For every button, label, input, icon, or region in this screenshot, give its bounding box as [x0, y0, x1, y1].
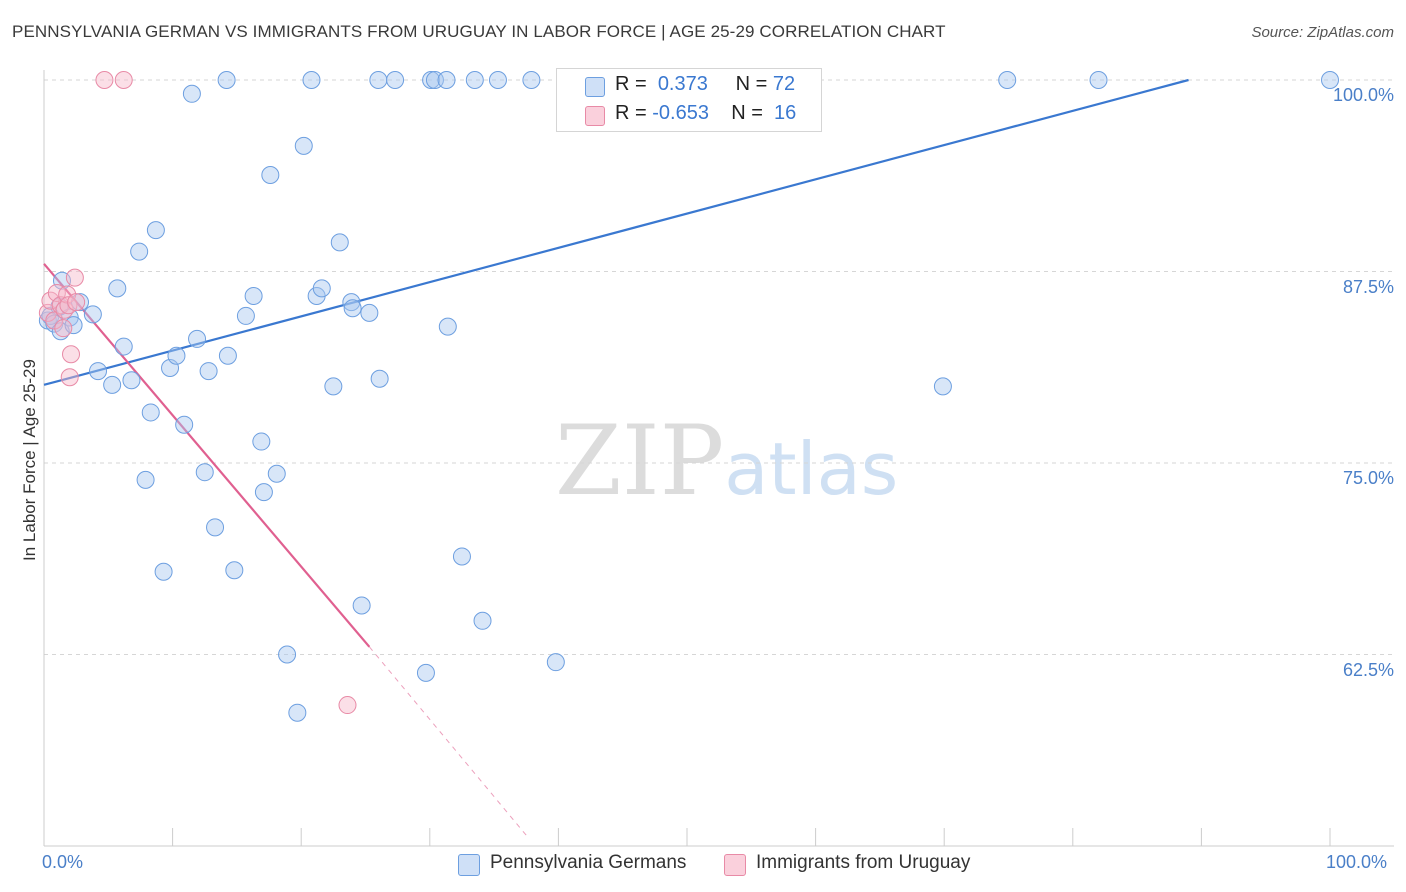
point-pennsylvania-germans: [195, 463, 214, 482]
chart-title: PENNSYLVANIA GERMAN VS IMMIGRANTS FROM U…: [12, 22, 946, 41]
legend-stats-text: R = -0.653 N = 16: [615, 102, 797, 124]
point-pennsylvania-germans: [546, 653, 565, 672]
point-pennsylvania-germans: [206, 518, 225, 537]
point-pennsylvania-germans: [236, 306, 255, 325]
point-pennsylvania-germans: [465, 71, 484, 89]
point-pennsylvania-germans: [278, 645, 297, 664]
y-tick-label: 62.5%: [1342, 659, 1394, 680]
point-immigrants-uruguay: [338, 696, 357, 715]
point-pennsylvania-germans: [452, 547, 471, 566]
point-pennsylvania-germans: [141, 403, 160, 422]
point-immigrants-uruguay: [54, 319, 73, 338]
point-pennsylvania-germans: [218, 346, 237, 365]
point-pennsylvania-germans: [267, 464, 286, 483]
point-pennsylvania-germans: [342, 293, 361, 312]
point-pennsylvania-germans: [437, 71, 456, 89]
point-immigrants-uruguay: [67, 293, 86, 312]
point-pennsylvania-germans: [360, 303, 379, 322]
y-tick-label: 75.0%: [1342, 468, 1394, 488]
legend-label: Immigrants from Uruguay: [756, 852, 971, 873]
point-pennsylvania-germans: [386, 71, 405, 89]
legend-swatch-blue: [458, 854, 480, 876]
point-pennsylvania-germans: [294, 136, 313, 155]
point-pennsylvania-germans: [225, 561, 244, 580]
point-pennsylvania-germans: [188, 329, 207, 348]
point-pennsylvania-germans: [146, 221, 165, 240]
point-pennsylvania-germans: [89, 362, 108, 381]
point-immigrants-uruguay: [95, 71, 114, 89]
watermark-zip: ZIP: [555, 405, 725, 517]
stats-legend: R = 0.373 N = 72 R = -0.653 N = 16: [556, 68, 822, 132]
point-pennsylvania-germans: [522, 71, 541, 89]
point-pennsylvania-germans: [108, 279, 127, 298]
point-immigrants-uruguay: [65, 268, 84, 287]
point-pennsylvania-germans: [261, 165, 280, 184]
point-pennsylvania-germans: [130, 242, 149, 261]
point-pennsylvania-germans: [416, 663, 435, 682]
point-pennsylvania-germans: [64, 316, 83, 335]
watermark: ZIPatlas: [555, 405, 898, 517]
point-pennsylvania-germans: [252, 432, 271, 451]
trend-lines: [43, 78, 1189, 839]
point-pennsylvania-germans: [473, 611, 492, 630]
y-axis-label: In Labor Force | Age 25-29: [20, 359, 39, 561]
point-pennsylvania-germans: [1089, 71, 1108, 89]
legend-stats-text: R = 0.373 N = 72: [615, 73, 796, 95]
gridlines: [44, 79, 1394, 655]
point-immigrants-uruguay: [62, 345, 81, 364]
point-pennsylvania-germans: [217, 71, 236, 89]
trend-line-pink-extension: [368, 646, 530, 839]
point-pennsylvania-germans: [167, 346, 186, 365]
series-legend: Pennsylvania Germans Immigrants from Uru…: [0, 852, 1406, 878]
x-tick-label-min: 0.0%: [42, 852, 84, 872]
point-immigrants-uruguay: [114, 71, 133, 89]
legend-swatch-pink: [724, 854, 746, 876]
point-pennsylvania-germans: [438, 317, 457, 336]
point-pennsylvania-germans: [422, 71, 441, 89]
legend-label: Pennsylvania Germans: [490, 852, 687, 873]
point-pennsylvania-germans: [330, 233, 349, 252]
point-pennsylvania-germans: [324, 377, 343, 396]
point-pennsylvania-germans: [352, 596, 371, 615]
point-pennsylvania-germans: [83, 305, 102, 324]
point-pennsylvania-germans: [933, 377, 952, 396]
point-pennsylvania-germans: [154, 562, 173, 581]
point-pennsylvania-germans: [302, 71, 321, 89]
point-pennsylvania-germans: [370, 369, 389, 388]
point-pennsylvania-germans: [998, 71, 1017, 89]
point-pennsylvania-germans: [122, 371, 141, 390]
x-tick-label-max: 100.0%: [1326, 852, 1388, 872]
chart-source: Source: ZipAtlas.com: [1251, 24, 1394, 41]
data-points: [38, 71, 1339, 722]
watermark-atlas: atlas: [724, 427, 899, 511]
point-pennsylvania-germans: [343, 299, 362, 318]
point-pennsylvania-germans: [488, 71, 507, 89]
point-pennsylvania-germans: [254, 483, 273, 502]
y-tick-label: 87.5%: [1342, 276, 1394, 297]
axes: [43, 70, 1394, 847]
point-pennsylvania-germans: [175, 415, 194, 434]
point-pennsylvania-germans: [136, 470, 155, 489]
point-immigrants-uruguay: [41, 291, 60, 310]
point-pennsylvania-germans: [199, 362, 218, 381]
point-pennsylvania-germans: [312, 279, 331, 298]
point-pennsylvania-germans: [114, 337, 133, 356]
point-pennsylvania-germans: [244, 287, 263, 306]
point-pennsylvania-germans: [288, 703, 307, 722]
point-pennsylvania-germans: [369, 71, 388, 89]
trend-line-blue: [43, 78, 1189, 386]
point-pennsylvania-germans: [182, 84, 201, 103]
point-pennsylvania-germans: [1321, 71, 1339, 89]
trend-line-pink: [43, 263, 371, 648]
y-tick-label: 100.0%: [1332, 85, 1394, 105]
point-pennsylvania-germans: [103, 375, 122, 394]
legend-swatch-pink: [585, 106, 605, 126]
point-immigrants-uruguay: [60, 368, 79, 387]
legend-swatch-blue: [585, 77, 605, 97]
